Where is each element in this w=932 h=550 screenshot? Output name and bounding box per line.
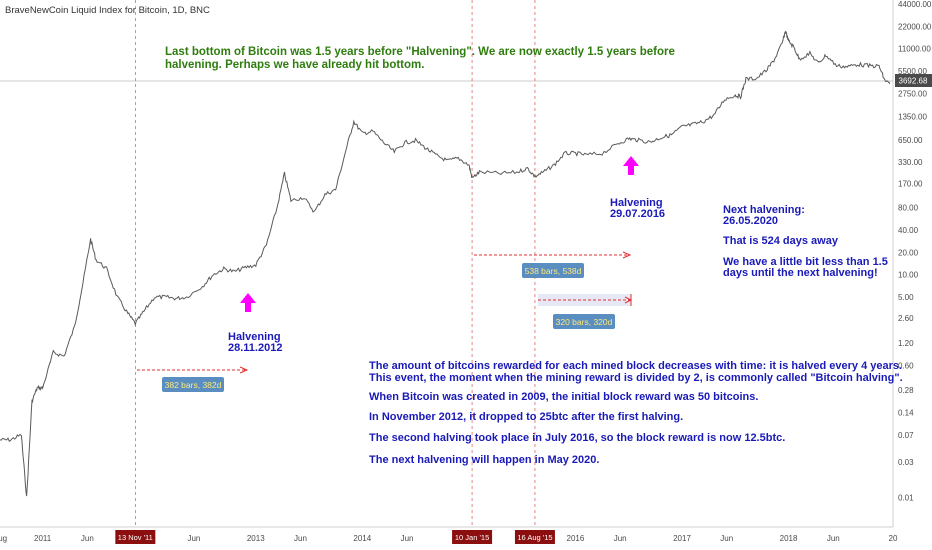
- date-flag-label: 13 Nov '11: [118, 533, 153, 542]
- chart-title: BraveNewCoin Liquid Index for Bitcoin, 1…: [5, 5, 210, 16]
- date-marker-lines: [134, 0, 536, 527]
- measure-320[interactable]: 320 bars, 320d: [538, 294, 633, 329]
- time-tick-label: Jun: [187, 534, 200, 543]
- top-note-line-2: halvening. Perhaps we have already hit b…: [165, 59, 424, 71]
- price-badge-text: 3692.68: [899, 77, 928, 86]
- price-tick-label: 80.00: [898, 204, 919, 213]
- measure-382[interactable]: 382 bars, 382d: [137, 366, 249, 392]
- halving-2012-date: 28.11.2012: [228, 342, 282, 354]
- price-tick-label: 330.00: [898, 158, 923, 167]
- time-tick-label: Jun: [827, 534, 840, 543]
- halving-2016-label: Halvening: [610, 197, 663, 209]
- date-flag-bg: [115, 530, 156, 544]
- halving-2016-date: 29.07.2016: [610, 208, 665, 220]
- price-tick-label: 20.00: [898, 248, 919, 257]
- next-halving-date: 26.05.2020: [723, 215, 778, 227]
- info-paragraph-1: The amount of bitcoins rewarded for each…: [369, 360, 902, 372]
- measure-538[interactable]: 538 bars, 538d: [474, 251, 632, 278]
- price-tick-label: 650.00: [898, 136, 923, 145]
- time-tick-label: Jun: [401, 534, 414, 543]
- info-paragraph-6: The next halvening will happen in May 20…: [369, 454, 599, 466]
- price-tick-label: 5500.00: [898, 67, 927, 76]
- price-tick-label: 2750.00: [898, 89, 927, 98]
- halving-2012-arrow-icon: [240, 293, 256, 312]
- time-tick-label: Aug: [0, 534, 7, 543]
- price-tick-label: 0.28: [898, 386, 914, 395]
- next-halving-label: Next halvening:: [723, 204, 805, 216]
- time-tick-label: 2011: [34, 534, 52, 543]
- price-tick-label: 1.20: [898, 339, 914, 348]
- top-note-line-1: Last bottom of Bitcoin was 1.5 years bef…: [165, 46, 675, 58]
- price-tick-label: 11000.00: [898, 45, 931, 54]
- arrow-up-icon: [240, 293, 256, 312]
- time-tick-label: Jun: [81, 534, 94, 543]
- halving-2012-label: Halvening: [228, 331, 281, 343]
- measure-badge: [162, 377, 224, 392]
- time-tick-label: Jun: [614, 534, 627, 543]
- price-tick-label: 0.07: [898, 431, 914, 440]
- date-flag-bg: [452, 530, 493, 544]
- measure-badge: [553, 314, 615, 329]
- price-tick-label: 0.14: [898, 408, 914, 417]
- price-tick-label: 2.60: [898, 314, 914, 323]
- halving-2016-arrow-icon: [623, 156, 639, 175]
- price-tick-label: 5.00: [898, 293, 914, 302]
- measure-badge-text: 538 bars, 538d: [525, 266, 582, 276]
- info-paragraph-3: When Bitcoin was created in 2009, the in…: [369, 391, 758, 403]
- measure-arrowhead-icon: [622, 251, 632, 259]
- time-tick-label: Jun: [294, 534, 307, 543]
- next-halving-note-1: We have a little bit less than 1.5: [723, 256, 888, 268]
- price-tick-label: 0.03: [898, 458, 914, 467]
- time-tick-label: 20: [889, 534, 898, 543]
- price-tick-label: 10.00: [898, 271, 919, 280]
- time-tick-label: 2016: [567, 534, 585, 543]
- measure-arrowhead-icon: [239, 366, 249, 374]
- date-flag-label: 10 Jan '15: [455, 533, 489, 542]
- time-tick-label: 2017: [673, 534, 691, 543]
- date-flags: 13 Nov '11 10 Jan '15 16 Aug '15: [115, 530, 555, 544]
- price-badge-bg: [895, 74, 932, 87]
- date-flag-bg: [514, 530, 555, 544]
- time-tick-label: 2014: [353, 534, 371, 543]
- price-badge: 3692.68: [895, 74, 932, 87]
- info-paragraph-2: This event, the moment when the mining r…: [369, 372, 903, 384]
- price-tick-label: 1350.00: [898, 112, 927, 121]
- time-tick-label: 2013: [247, 534, 265, 543]
- info-paragraph-5: The second halving took place in July 20…: [369, 432, 785, 444]
- price-tick-label: 22000.00: [898, 22, 932, 31]
- price-line: [0, 30, 891, 497]
- next-halving-note-2: days until the next halvening!: [723, 267, 878, 279]
- time-tick-label: Jun: [720, 534, 733, 543]
- measure-badge-text: 382 bars, 382d: [165, 380, 222, 390]
- price-tick-label: 44000.00: [898, 0, 932, 9]
- info-paragraph-4: In November 2012, it dropped to 25btc af…: [369, 411, 683, 423]
- price-tick-label: 0.60: [898, 362, 914, 371]
- price-tick-label: 40.00: [898, 226, 919, 235]
- date-flag-label: 16 Aug '15: [517, 533, 552, 542]
- arrow-up-icon: [623, 156, 639, 175]
- price-tick-label: 170.00: [898, 179, 923, 188]
- time-tick-label: 2018: [780, 534, 798, 543]
- next-halving-days: That is 524 days away: [723, 235, 839, 247]
- measure-badge-text: 320 bars, 320d: [556, 317, 613, 327]
- price-axis[interactable]: 44000.00 22000.00 11000.00 5500.00 2750.00 13…: [898, 0, 932, 503]
- measure-badge: [522, 263, 584, 278]
- plot-area[interactable]: [0, 0, 893, 527]
- price-tick-label: 0.01: [898, 494, 914, 503]
